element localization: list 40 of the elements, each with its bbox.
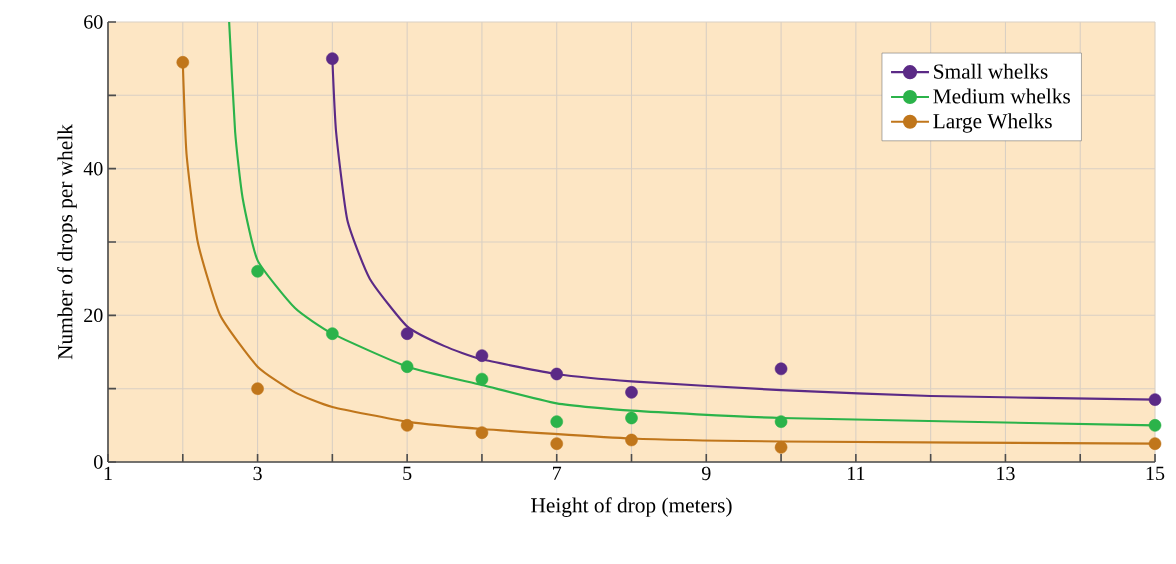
point — [550, 367, 563, 381]
point — [251, 265, 264, 278]
point — [774, 362, 788, 376]
x-tick-label: 3 — [253, 466, 262, 481]
point — [176, 56, 190, 69]
x-tick-label: 15 — [1146, 466, 1165, 481]
y-tick-label: 40 — [83, 161, 103, 176]
y-tick-label: 0 — [94, 455, 103, 469]
point — [774, 441, 788, 454]
point — [400, 419, 414, 432]
point — [550, 415, 563, 428]
y-tick-label: 20 — [84, 308, 103, 323]
x-tick-label: 11 — [847, 466, 865, 480]
legend-label: Small whelks — [934, 63, 1048, 79]
x-tick-label: 9 — [701, 466, 711, 481]
x-tick-label: 1 — [104, 466, 112, 480]
point — [625, 411, 638, 425]
point — [326, 52, 339, 65]
y-tick-label: 60 — [84, 15, 103, 29]
point — [625, 433, 638, 447]
x-tick-label: 5 — [403, 466, 412, 480]
x-tick-label: 7 — [553, 466, 562, 480]
point — [400, 327, 414, 340]
point — [1148, 393, 1162, 406]
y-axis-title: Number of drops per whelk — [57, 124, 77, 360]
legend-label: Large Whelks — [933, 113, 1052, 133]
point — [1148, 437, 1162, 450]
point — [475, 426, 489, 439]
point — [1148, 419, 1162, 432]
point — [251, 382, 264, 395]
point — [550, 437, 563, 450]
point — [475, 349, 489, 362]
point — [774, 415, 788, 428]
x-axis-title: Height of drop (meters) — [531, 497, 732, 517]
point — [625, 386, 638, 399]
point — [475, 372, 489, 386]
x-tick-label: 13 — [997, 466, 1015, 481]
point — [400, 360, 414, 373]
point — [326, 327, 339, 340]
legend-label: Medium whelks — [933, 88, 1070, 104]
